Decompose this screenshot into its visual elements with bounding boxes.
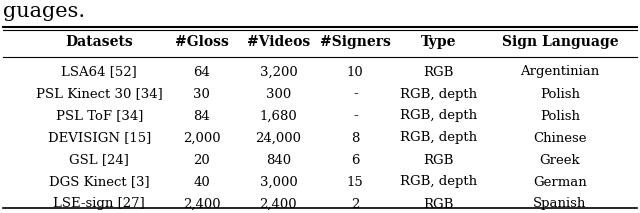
Text: 1,680: 1,680 [260,109,297,122]
Text: RGB: RGB [423,197,454,210]
Text: 3,000: 3,000 [260,176,297,189]
Text: 20: 20 [193,154,210,167]
Text: 300: 300 [266,88,291,101]
Text: Type: Type [420,35,456,49]
Text: 8: 8 [351,131,360,144]
Text: #Signers: #Signers [320,35,390,49]
Text: 840: 840 [266,154,291,167]
Text: Datasets: Datasets [65,35,133,49]
Text: RGB, depth: RGB, depth [400,131,477,144]
Text: Greek: Greek [540,154,580,167]
Text: RGB: RGB [423,154,454,167]
Text: #Videos: #Videos [247,35,310,49]
Text: 2: 2 [351,197,360,210]
Text: 2,400: 2,400 [183,197,220,210]
Text: RGB, depth: RGB, depth [400,88,477,101]
Text: 84: 84 [193,109,210,122]
Text: -: - [353,109,358,122]
Text: DGS Kinect [3]: DGS Kinect [3] [49,176,150,189]
Text: 15: 15 [347,176,364,189]
Text: Chinese: Chinese [533,131,587,144]
Text: 6: 6 [351,154,360,167]
Text: 2,000: 2,000 [183,131,220,144]
Text: #Gloss: #Gloss [175,35,228,49]
Text: PSL ToF [34]: PSL ToF [34] [56,109,143,122]
Text: Spanish: Spanish [533,197,587,210]
Text: RGB, depth: RGB, depth [400,109,477,122]
Text: GSL [24]: GSL [24] [69,154,129,167]
Text: 2,400: 2,400 [260,197,297,210]
Text: LSA64 [52]: LSA64 [52] [61,66,137,79]
Text: -: - [353,88,358,101]
Text: German: German [533,176,587,189]
Text: 64: 64 [193,66,210,79]
Text: 3,200: 3,200 [260,66,297,79]
Text: Sign Language: Sign Language [502,35,618,49]
Text: Polish: Polish [540,88,580,101]
Text: 24,000: 24,000 [255,131,301,144]
Text: RGB: RGB [423,66,454,79]
Text: 30: 30 [193,88,210,101]
Text: DEVISIGN [15]: DEVISIGN [15] [47,131,151,144]
Text: 40: 40 [193,176,210,189]
Text: PSL Kinect 30 [34]: PSL Kinect 30 [34] [36,88,163,101]
Text: Argentinian: Argentinian [520,66,600,79]
Text: LSE-sign [27]: LSE-sign [27] [53,197,145,210]
Text: RGB, depth: RGB, depth [400,176,477,189]
Text: 10: 10 [347,66,364,79]
Text: guages.: guages. [3,2,85,21]
Text: Polish: Polish [540,109,580,122]
